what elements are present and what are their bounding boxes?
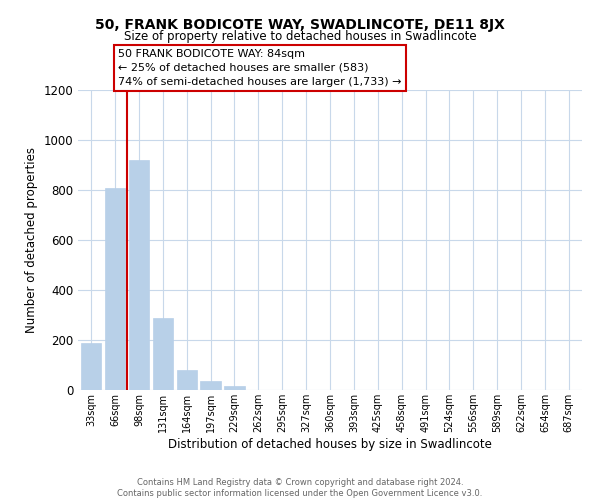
Bar (105, 188, 125, 390)
Bar (129, 160, 149, 390)
Text: Size of property relative to detached houses in Swadlincote: Size of property relative to detached ho… (124, 30, 476, 43)
Bar (224, 386, 245, 390)
Bar (152, 318, 173, 390)
Text: 50 FRANK BODICOTE WAY: 84sqm
← 25% of detached houses are smaller (583)
74% of s: 50 FRANK BODICOTE WAY: 84sqm ← 25% of de… (118, 49, 402, 87)
Y-axis label: Number of detached properties: Number of detached properties (25, 147, 38, 333)
X-axis label: Distribution of detached houses by size in Swadlincote: Distribution of detached houses by size … (168, 438, 492, 450)
Bar (81, 342, 101, 390)
Text: Contains HM Land Registry data © Crown copyright and database right 2024.
Contai: Contains HM Land Registry data © Crown c… (118, 478, 482, 498)
Bar (200, 381, 221, 390)
Bar (176, 370, 197, 390)
Text: 50, FRANK BODICOTE WAY, SWADLINCOTE, DE11 8JX: 50, FRANK BODICOTE WAY, SWADLINCOTE, DE1… (95, 18, 505, 32)
